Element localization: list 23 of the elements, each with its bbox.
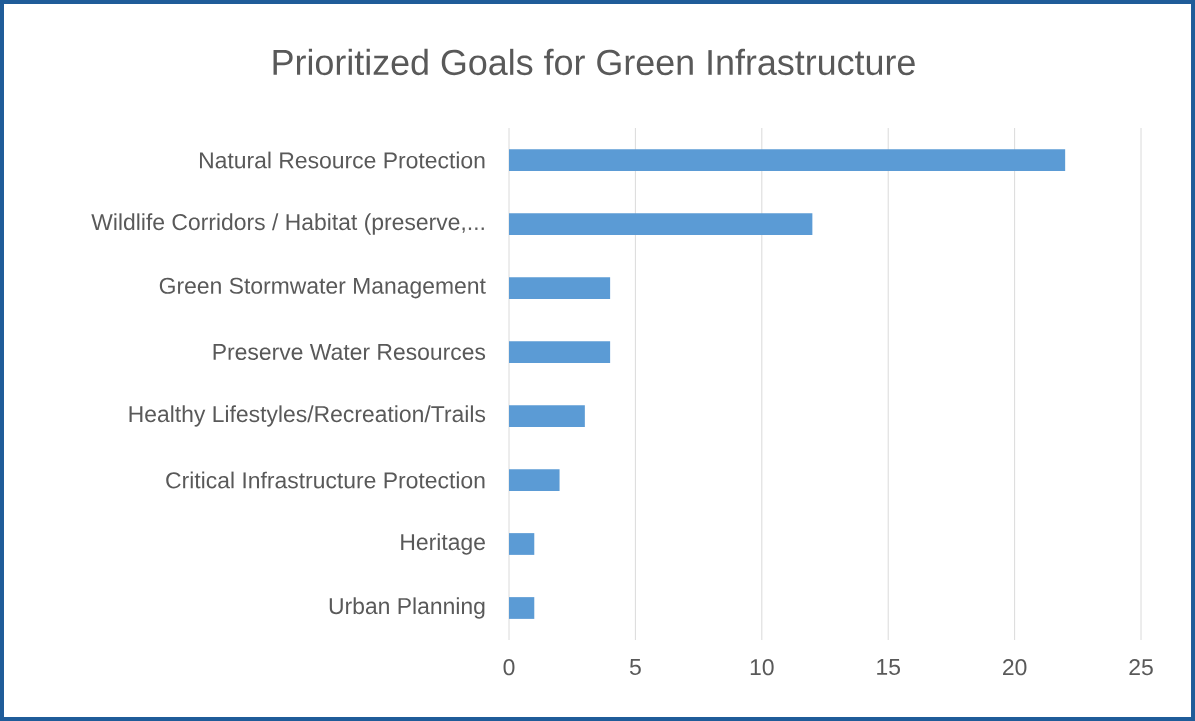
bar bbox=[509, 149, 1066, 171]
y-tick-label: Urban Planning bbox=[329, 597, 485, 619]
bar bbox=[509, 533, 535, 555]
bar bbox=[509, 469, 560, 491]
x-tick-label: 5 bbox=[629, 659, 641, 676]
x-tick-label: 0 bbox=[503, 659, 515, 676]
bar bbox=[509, 277, 611, 299]
y-tick-label: Wildlife Corridors / Habitat (preserve,... bbox=[91, 213, 484, 235]
bar bbox=[509, 341, 611, 363]
x-tick-label: 20 bbox=[1003, 659, 1027, 676]
y-tick-label: Heritage bbox=[401, 533, 485, 555]
x-tick-label: 25 bbox=[1129, 659, 1153, 676]
y-tick-label: Healthy Lifestyles/Recreation/Trails bbox=[129, 405, 486, 427]
chart-title: Prioritized Goals for Green Infrastructure bbox=[273, 48, 915, 76]
bar bbox=[509, 597, 535, 619]
y-tick-label: Critical Infrastructure Protection bbox=[166, 471, 485, 489]
x-tick-label: 10 bbox=[750, 659, 774, 676]
y-tick-label: Preserve Water Resources bbox=[213, 344, 486, 360]
x-tick-label: 15 bbox=[877, 659, 900, 676]
y-tick-label: Green Stormwater Management bbox=[159, 277, 486, 299]
bar bbox=[509, 213, 813, 235]
y-tick-label: Natural Resource Protection bbox=[199, 151, 485, 169]
bar bbox=[509, 405, 585, 427]
